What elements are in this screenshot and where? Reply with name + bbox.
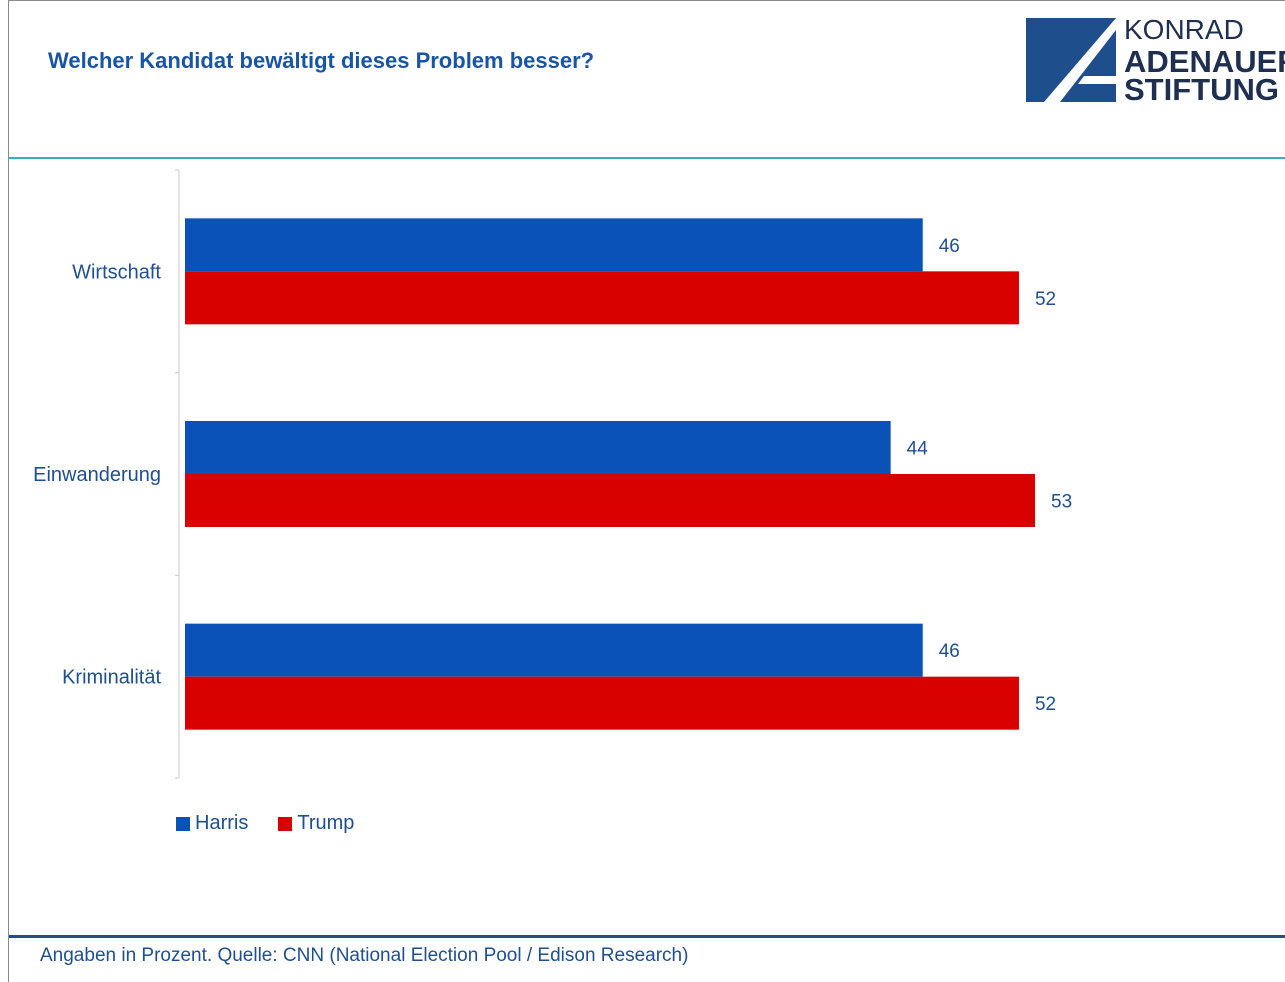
- chart-legend: Harris Trump: [176, 812, 384, 835]
- kas-logo-mark-icon: [1026, 18, 1116, 102]
- bar-trump: [185, 474, 1035, 527]
- category-label: Einwanderung: [33, 464, 161, 486]
- data-label: 52: [1035, 289, 1056, 310]
- frame-left-border: [8, 0, 9, 982]
- chart-title: Welcher Kandidat bewältigt dieses Proble…: [48, 48, 595, 73]
- legend-item-harris: Harris: [176, 812, 248, 835]
- footer-divider: [9, 935, 1285, 938]
- data-label: 46: [939, 641, 960, 662]
- frame-top-border: [8, 0, 1285, 1]
- header-divider: [9, 157, 1285, 159]
- kas-logo: KONRAD ADENAUER STIFTUNG: [1026, 14, 1285, 107]
- category-label: Wirtschaft: [72, 261, 161, 283]
- category-label: Kriminalität: [62, 667, 161, 689]
- legend-swatch-trump: [278, 816, 293, 831]
- data-label: 44: [907, 439, 929, 460]
- legend-swatch-harris: [176, 816, 190, 831]
- legend-item-trump: Trump: [278, 812, 354, 835]
- legend-label-harris: Harris: [195, 812, 249, 834]
- data-label: 52: [1035, 694, 1056, 715]
- data-label: 46: [939, 236, 960, 257]
- data-label: 53: [1051, 492, 1072, 513]
- bar-harris: [185, 218, 923, 272]
- bar-harris: [185, 421, 891, 474]
- legend-label-trump: Trump: [297, 812, 355, 834]
- bar-harris: [185, 623, 923, 677]
- logo-text-stiftung: STIFTUNG: [1124, 72, 1279, 107]
- bar-trump: [185, 271, 1019, 325]
- logo-text-adenauer: ADENAUER: [1124, 44, 1285, 79]
- logo-text-konrad: KONRAD: [1124, 14, 1244, 45]
- bar-trump: [185, 676, 1019, 730]
- source-note: Angaben in Prozent. Quelle: CNN (Nationa…: [40, 945, 689, 966]
